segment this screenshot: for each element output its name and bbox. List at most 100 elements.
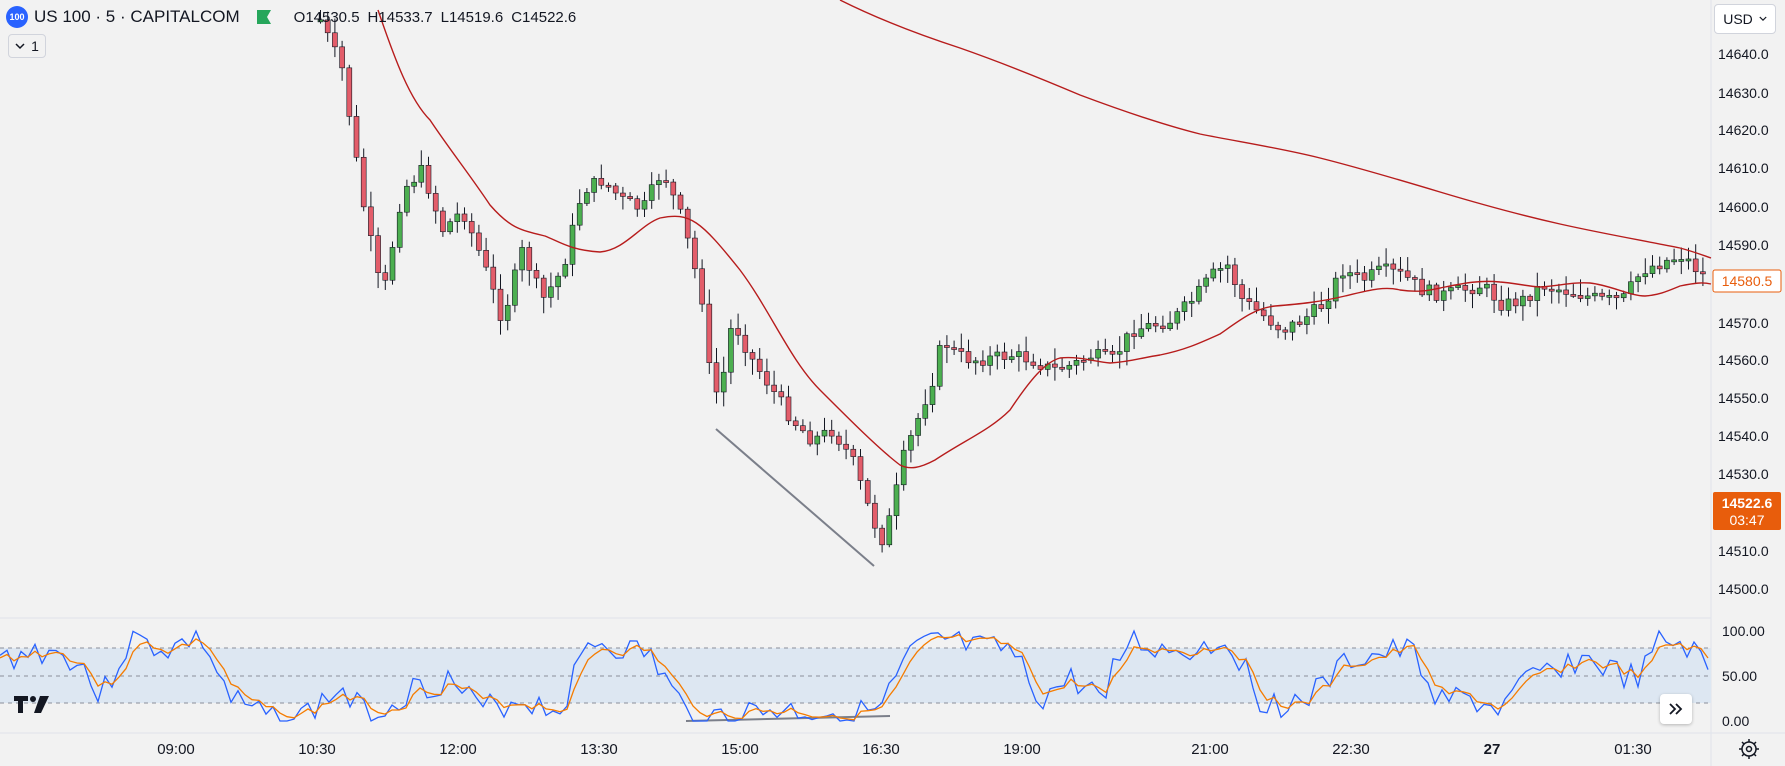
candle [411, 175, 417, 194]
candle [864, 478, 871, 507]
candle [1628, 271, 1634, 301]
candle [792, 416, 799, 431]
indicators-count: 1 [31, 38, 39, 54]
oscillator-tick-label: 100.00 [1722, 623, 1765, 639]
candle [1678, 247, 1685, 275]
candle [1016, 344, 1022, 372]
candle [987, 346, 993, 376]
candle [1455, 276, 1461, 290]
candle [382, 264, 389, 290]
candle [764, 358, 770, 395]
candle [1196, 279, 1202, 305]
candle [440, 207, 446, 237]
candle [656, 173, 662, 200]
moving-average-slow [839, 0, 1712, 259]
candle [1124, 331, 1130, 366]
candle [670, 178, 677, 210]
candle [785, 385, 792, 426]
candle [533, 263, 540, 289]
price-tick-label: 14560.0 [1718, 352, 1769, 368]
candle [735, 313, 741, 345]
candle [1491, 274, 1497, 314]
chevron-down-icon [15, 42, 25, 49]
gear-icon[interactable] [1738, 738, 1760, 760]
candle [936, 340, 943, 391]
oscillator-tick-label: 0.00 [1722, 713, 1749, 729]
candle [1505, 287, 1512, 317]
candle [1059, 357, 1065, 372]
candle [1138, 313, 1145, 339]
time-axis[interactable]: 09:00 10:30 12:00 13:30 15:00 16:30 19:00 21:00… [157, 741, 1652, 758]
price-axis[interactable]: 14640.0 14630.0 14620.0 14610.0 14600.0 14590… [1718, 46, 1769, 597]
candle [1656, 256, 1663, 275]
candle [1448, 282, 1454, 300]
trendline-price[interactable] [715, 428, 875, 567]
candle [965, 339, 972, 369]
oscillator-axis[interactable]: 100.00 50.00 0.00 [1722, 623, 1765, 729]
candle [1152, 316, 1159, 333]
price-tick-label: 14540.0 [1718, 428, 1769, 444]
candle [1368, 261, 1375, 288]
candle [584, 188, 590, 206]
candle [1671, 248, 1677, 265]
candle [612, 183, 619, 201]
candle [1390, 258, 1397, 285]
ohlc-high: H14533.7 [367, 8, 433, 26]
symbol-logo-icon: 100 [6, 6, 28, 28]
candle [1131, 319, 1137, 350]
candle [929, 373, 936, 413]
candle [944, 335, 950, 364]
candle [1275, 321, 1281, 339]
candle [771, 370, 777, 404]
candle [1239, 279, 1245, 312]
currency-label: USD [1723, 11, 1753, 27]
candle [1088, 349, 1094, 364]
candle [1217, 262, 1224, 283]
candle [1224, 255, 1231, 283]
candle [1563, 276, 1569, 307]
candle [1340, 264, 1346, 293]
last-price-label: 14522.6 03:47 [1713, 492, 1781, 530]
price-tick-label: 14640.0 [1718, 46, 1769, 62]
candle [1001, 342, 1008, 369]
candle [699, 259, 705, 312]
candle [1649, 255, 1656, 278]
candle [922, 389, 929, 426]
candle [1635, 273, 1641, 293]
candle [1642, 258, 1649, 285]
currency-select[interactable]: USD [1714, 4, 1776, 34]
indicators-toggle-button[interactable]: 1 [8, 34, 46, 58]
symbol-legend[interactable]: 100 US 100 · 5 · CAPITALCOM O14530.5 H14… [6, 5, 576, 29]
candle [1556, 283, 1562, 304]
candle [1203, 273, 1209, 293]
scroll-to-realtime-button[interactable] [1660, 694, 1692, 724]
candle [418, 150, 425, 188]
candle [850, 444, 857, 466]
candle [1692, 244, 1699, 284]
tradingview-logo-icon[interactable] [12, 693, 52, 715]
candle [368, 191, 374, 252]
time-tick-label: 01:30 [1614, 741, 1652, 758]
candle [807, 421, 813, 447]
flag-icon[interactable] [256, 10, 272, 24]
candle [324, 11, 331, 42]
candle [526, 241, 533, 286]
candle [1469, 283, 1476, 309]
candle [677, 192, 684, 214]
trendline-oscillator[interactable] [685, 715, 891, 722]
price-tick-label: 14620.0 [1718, 122, 1769, 138]
candle [396, 203, 403, 253]
candle [857, 448, 864, 490]
symbol-title[interactable]: US 100 · 5 · CAPITALCOM [34, 7, 240, 26]
candle [1116, 336, 1123, 369]
candle [1383, 248, 1389, 277]
time-tick-label: 15:00 [721, 741, 759, 758]
candle [641, 191, 648, 217]
candle [1404, 257, 1411, 281]
ohlc-open: O14530.5 [293, 8, 360, 26]
time-tick-label: 21:00 [1191, 741, 1229, 758]
candle [1354, 259, 1361, 283]
candle [800, 419, 806, 434]
